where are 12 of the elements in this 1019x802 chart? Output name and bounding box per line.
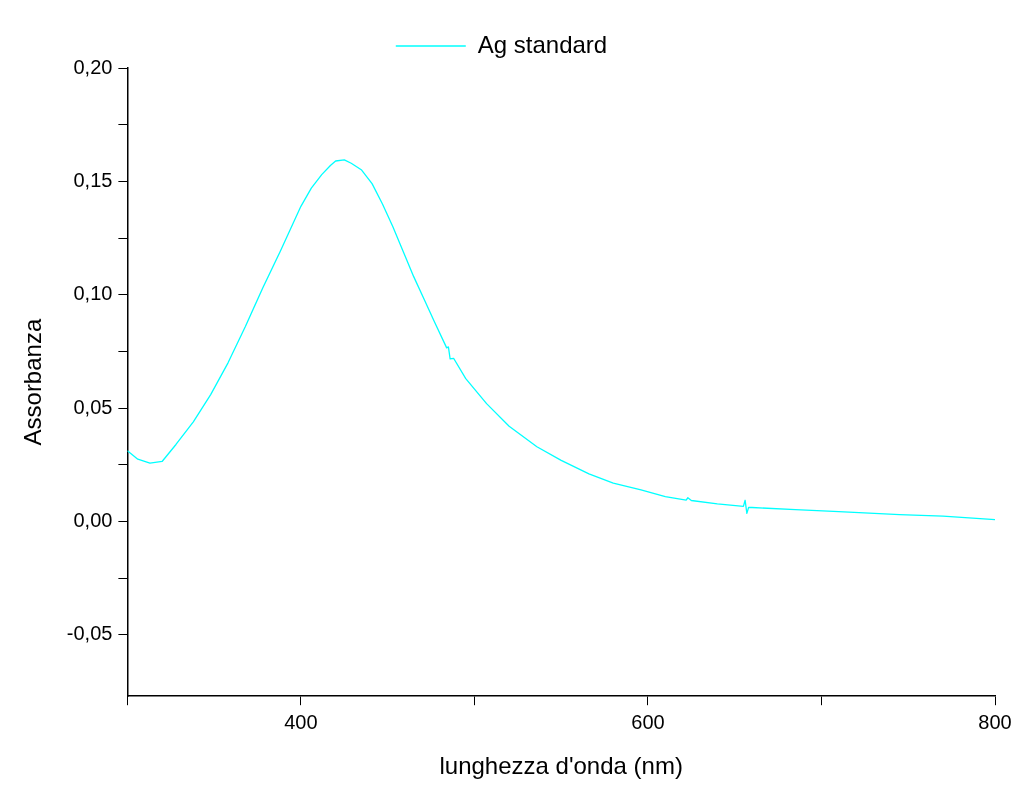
y-tick-label: 0,00 [73,509,113,532]
x-tick-label: 400 [284,710,318,733]
x-tick-label: 600 [631,710,665,733]
y-tick-label: 0,10 [73,282,113,305]
y-tick-label: 0,15 [73,168,113,191]
y-axis-title: Assorbanza [19,318,47,446]
y-tick-label: 0,20 [73,55,113,78]
y-tick-label: -0,05 [66,622,113,645]
y-tick-label: 0,05 [73,395,113,418]
x-tick-label: 800 [978,710,1012,733]
x-axis-title: lunghezza d'onda (nm) [439,752,683,780]
legend-label: Ag standard [477,30,608,58]
